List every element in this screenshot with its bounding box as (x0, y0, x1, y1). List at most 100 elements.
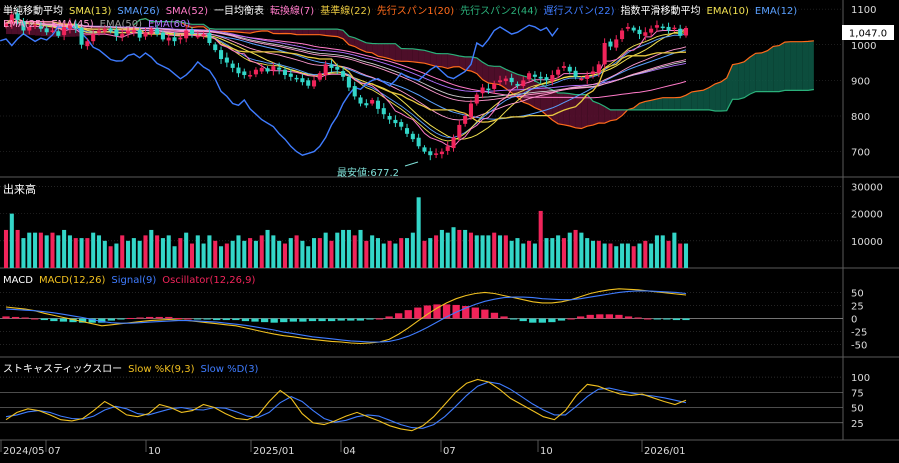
cloud-segment (610, 110, 616, 121)
candle-body (504, 79, 508, 81)
candle-body (341, 71, 345, 77)
volume-bar (451, 227, 455, 268)
volume-bar (283, 244, 287, 268)
volume-title: 出来高 (3, 182, 36, 196)
oscillator-bar (31, 319, 38, 320)
volume-bar (364, 241, 368, 268)
oscillator-bar (251, 319, 258, 322)
candle-body (486, 89, 490, 91)
candle-body (643, 32, 647, 36)
oscillator-bar (491, 313, 498, 319)
candle-body (428, 151, 432, 155)
volume-bar (614, 246, 618, 268)
candle-body (661, 27, 665, 29)
volume-bar (231, 241, 235, 268)
volume-bar (428, 238, 432, 268)
legend-entry: SMA(13) (69, 6, 111, 17)
stoch-tick-label: 100 (851, 373, 870, 384)
legend-entry: 単純移動平均 (3, 4, 63, 17)
cloud-segment (767, 46, 773, 91)
oscillator-bar (673, 319, 680, 321)
cloud-segment (674, 97, 680, 110)
volume-bar (126, 241, 130, 268)
candle-body (260, 68, 264, 72)
volume-bar (393, 244, 397, 268)
candle-body (202, 34, 206, 36)
current-price-label: 1,047.0 (849, 29, 887, 40)
volume-bar (353, 235, 357, 268)
volume-bar (103, 241, 107, 268)
cloud-segment (413, 49, 419, 63)
legend-entry: Slow %K(9,3) (128, 364, 194, 375)
candle-body (556, 70, 560, 75)
oscillator-bar (634, 317, 641, 318)
candle-body (411, 134, 415, 139)
volume-bar (370, 235, 374, 268)
candle-body (173, 37, 177, 41)
candle-body (591, 71, 595, 73)
candle-body (655, 25, 659, 27)
candle-body (97, 31, 101, 33)
candle-body (527, 73, 531, 79)
volume-bar (335, 233, 339, 268)
volume-bar (475, 235, 479, 268)
volume-bar (649, 244, 653, 268)
candle-body (637, 30, 641, 34)
oscillator-bar (644, 319, 651, 320)
candle-body (672, 28, 676, 30)
oscillator-bar (232, 319, 239, 321)
volume-bar (434, 235, 438, 268)
current-price-badge: 1,047.0 (842, 25, 894, 40)
candle-body (626, 27, 630, 29)
volume-bar (184, 233, 188, 268)
candle-body (608, 42, 612, 47)
volume-bar (608, 244, 612, 268)
oscillator-bar (175, 318, 182, 319)
candle-body (422, 147, 426, 151)
x-tick-label: 10 (148, 446, 161, 457)
candle-body (312, 80, 316, 86)
candle-body (382, 108, 386, 114)
macd-tick-label: 50 (851, 288, 864, 299)
cloud-segment (773, 46, 779, 92)
oscillator-bar (165, 317, 172, 319)
stoch-tick-label: 75 (851, 388, 864, 399)
candle-body (190, 30, 194, 34)
volume-bar (504, 235, 508, 268)
oscillator-bar (194, 319, 201, 320)
candle-body (300, 78, 304, 82)
oscillator-bar (242, 319, 249, 322)
cloud-segment (302, 29, 308, 35)
volume-bar (446, 233, 450, 268)
candle-body (678, 29, 682, 36)
oscillator-bar (366, 319, 373, 320)
volume-bar (643, 241, 647, 268)
candle-body (492, 84, 496, 89)
volume-bar (562, 238, 566, 268)
volume-bar (271, 235, 275, 268)
candle-body (440, 152, 444, 154)
cloud-segment (796, 42, 802, 91)
oscillator-bar (60, 319, 67, 322)
volume-bar (382, 244, 386, 268)
candle-body (562, 66, 566, 68)
oscillator-bar (156, 317, 163, 319)
candle-body (475, 95, 479, 104)
oscillator-bar (414, 308, 421, 319)
candle-body (254, 70, 258, 75)
oscillator-bar (318, 319, 325, 322)
cloud-segment (390, 44, 396, 61)
oscillator-bar (22, 317, 29, 318)
cloud-segment (715, 82, 721, 111)
price-tick-label: 900 (851, 76, 870, 87)
volume-bar (132, 238, 136, 268)
volume-bar (10, 214, 14, 268)
candle-body (283, 70, 287, 75)
volume-bar (300, 241, 304, 268)
candle-body (266, 68, 270, 71)
oscillator-bar (2, 316, 9, 318)
legend-entry: EMA(10) (707, 6, 749, 17)
x-tick-label: 2026/01 (644, 446, 686, 457)
